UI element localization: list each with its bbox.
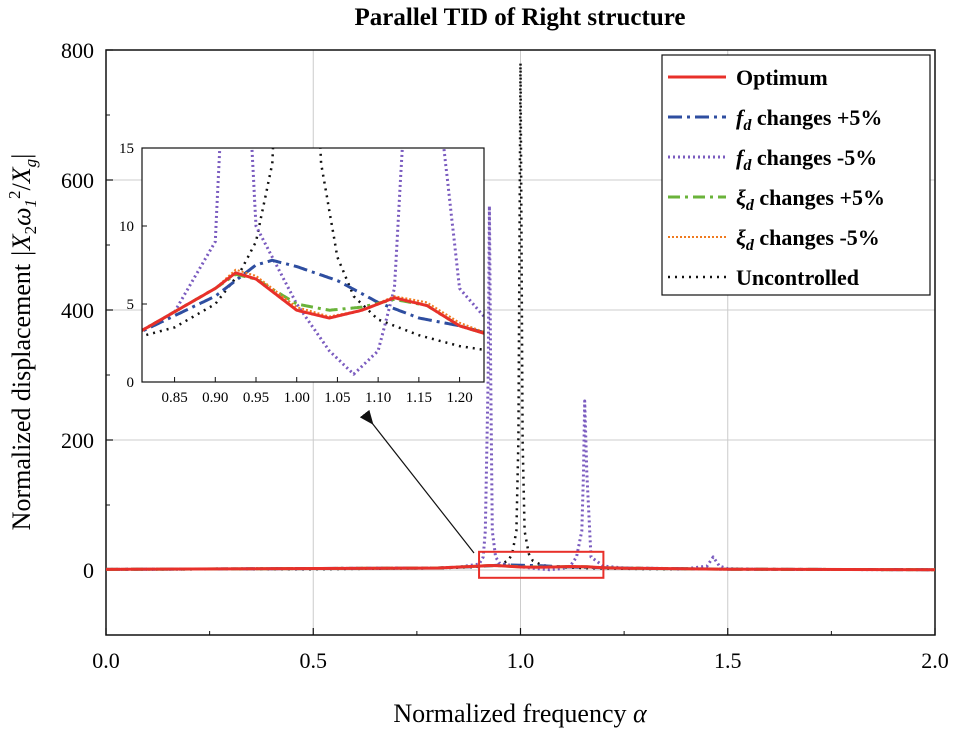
x-tick-label: 1.5 (714, 648, 742, 673)
x-axis-label-text: Normalized frequency (393, 699, 626, 728)
y-tick-label: 200 (61, 428, 94, 453)
legend-label-0: Optimum (736, 65, 828, 90)
legend-subscript: d (743, 157, 752, 174)
y-axis-label: Normalized displacement |X2ω12/Xg| (5, 154, 40, 531)
legend-label-5: Uncontrolled (736, 265, 859, 290)
legend-symbol: ξ (736, 225, 746, 250)
legend-text: changes +5% (754, 185, 885, 210)
y-tick-label: 600 (61, 168, 94, 193)
legend-text: changes +5% (751, 105, 882, 130)
legend-subscript: d (746, 197, 755, 214)
y-label-g: g (21, 159, 40, 168)
y-tick-label: 400 (61, 298, 94, 323)
inset-ticks: 0.85 0.90 0.95 1.00 1.05 1.10 1.15 1.20 0 5 10 15 (119, 141, 473, 406)
y-label-s1: 2 (21, 226, 40, 235)
inset-x-tick-label: 1.10 (365, 390, 391, 406)
y-label-sup: 2 (5, 191, 24, 200)
inset-y-tick-label: 15 (119, 141, 134, 157)
y-tick-label: 0 (83, 558, 94, 583)
legend-symbol: f (736, 105, 746, 130)
y-axis-label-text: Normalized displacement (7, 263, 36, 530)
series-line-0 (106, 564, 935, 572)
legend-symbol: ξ (736, 185, 746, 210)
zoom-highlight-box (478, 550, 605, 579)
legend-label-2: fd changes -5% (736, 145, 877, 174)
inset-frame (141, 147, 485, 383)
inset-x-tick-label: 1.00 (284, 390, 310, 406)
y-label-slash: / (7, 183, 36, 191)
inset-series-line-2 (142, 148, 484, 376)
inset-y-tick-label: 5 (127, 297, 135, 313)
inset-chart: 0.85 0.90 0.95 1.00 1.05 1.10 1.15 1.20 0 5 10 15 (119, 141, 485, 406)
legend-subscript: d (743, 117, 752, 134)
y-label-xg: X (7, 166, 36, 184)
main-ticks: 0.0 0.5 1.0 1.5 2.0 0 200 400 600 800 (61, 38, 949, 673)
y-tick-label: 800 (61, 38, 94, 63)
y-label-close: | (7, 154, 36, 159)
x-tick-label: 1.0 (507, 648, 535, 673)
zoom-arrow (359, 409, 475, 554)
y-label-s2: 1 (21, 199, 40, 208)
inset-x-tick-label: 1.05 (324, 390, 350, 406)
inset-series (142, 148, 484, 376)
inset-x-tick-label: 0.95 (243, 390, 269, 406)
legend-label-1: fd changes +5% (736, 105, 882, 134)
legend-text: changes -5% (751, 145, 877, 170)
inset-y-tick-label: 10 (119, 219, 134, 235)
inset-x-tick-label: 1.20 (446, 390, 472, 406)
legend-label-4: ξd changes -5% (736, 225, 880, 254)
main-series (106, 61, 935, 572)
inset-x-tick-label: 0.90 (202, 390, 228, 406)
x-axis-label: Normalized frequency α (393, 699, 648, 728)
legend-text: changes -5% (754, 225, 880, 250)
legend-label-3: ξd changes +5% (736, 185, 885, 214)
inset-background (142, 148, 484, 382)
inset-series-line-0 (142, 271, 484, 335)
x-tick-label: 2.0 (921, 648, 949, 673)
inset-x-tick-label: 1.15 (406, 390, 432, 406)
inset-x-tick-label: 0.85 (161, 390, 187, 406)
x-axis-label-symbol: α (633, 699, 648, 728)
y-label-open: |X (7, 233, 36, 257)
x-tick-label: 0.0 (92, 648, 120, 673)
x-tick-label: 0.5 (300, 648, 328, 673)
legend-subscript: d (746, 237, 755, 254)
inset-y-tick-label: 0 (127, 375, 135, 391)
chart-title: Parallel TID of Right structure (355, 4, 686, 31)
inset-series-line-1 (142, 258, 484, 334)
legend-symbol: f (736, 145, 746, 170)
y-label-omega: ω (7, 208, 36, 226)
legend-box (661, 54, 931, 296)
